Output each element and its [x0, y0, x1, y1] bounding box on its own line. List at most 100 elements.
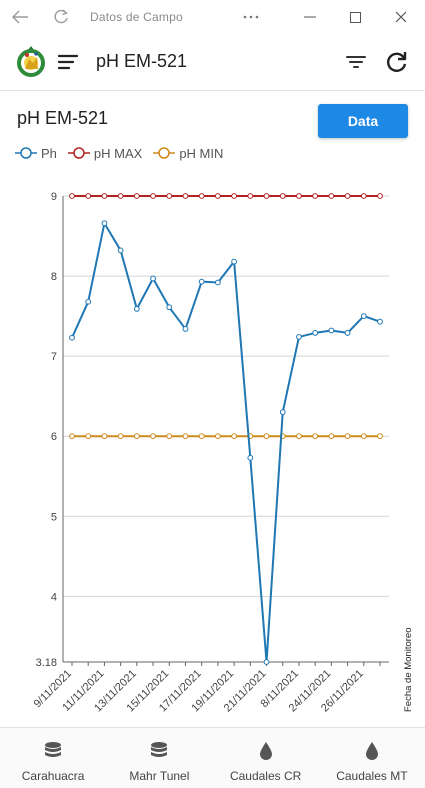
nav-item-carahuacra[interactable]: Carahuacra	[0, 728, 106, 788]
data-point	[296, 433, 302, 440]
data-point	[166, 193, 173, 199]
legend-swatch	[15, 147, 37, 159]
data-point	[377, 433, 383, 440]
y-tick-label: 6	[51, 431, 57, 443]
data-point	[69, 334, 75, 341]
legend-label: pH MAX	[93, 145, 143, 161]
legend-swatch	[153, 147, 176, 159]
nav-label: Caudales MT	[336, 769, 408, 783]
nav-item-caudales-cr[interactable]: Caudales CR	[213, 728, 319, 788]
legend-label: Ph	[41, 145, 57, 161]
window-titlebar: Datos de Campo	[0, 0, 425, 34]
data-point	[85, 193, 92, 199]
window-title: Datos de Campo	[90, 10, 183, 24]
data-point	[377, 318, 383, 325]
data-point	[214, 433, 221, 440]
data-point	[312, 193, 319, 199]
back-arrow-icon[interactable]	[8, 6, 32, 28]
nav-item-mahr-tunel[interactable]: Mahr Tunel	[106, 728, 212, 788]
data-point	[344, 193, 351, 199]
x-axis-title: Fecha de Monitoreo	[403, 628, 414, 713]
minimize-icon[interactable]	[298, 6, 322, 28]
more-horizontal-icon[interactable]	[239, 6, 263, 28]
data-point	[247, 454, 254, 461]
data-point	[231, 433, 238, 440]
bottom-navigation: Carahuacra Mahr Tunel Caudales CR Caudal…	[0, 727, 425, 788]
water-drop-icon	[362, 741, 382, 761]
water-drop-icon	[256, 741, 276, 761]
data-point	[279, 193, 286, 199]
data-point	[101, 193, 108, 199]
data-point	[182, 193, 189, 199]
data-point	[198, 193, 205, 199]
data-point	[150, 433, 156, 440]
data-point	[360, 193, 367, 199]
data-point	[101, 220, 108, 227]
y-tick-label: 7	[51, 351, 57, 363]
data-point	[198, 433, 205, 440]
y-tick-label: 8	[51, 271, 57, 283]
refresh-icon[interactable]	[384, 49, 410, 75]
data-point	[296, 334, 302, 340]
data-point	[150, 193, 156, 199]
nav-label: Carahuacra	[21, 769, 85, 783]
legend-item[interactable]: pH MIN	[153, 146, 223, 161]
y-tick-label: 3.18	[36, 657, 57, 669]
data-point	[85, 298, 92, 305]
legend-label: pH MIN	[179, 145, 224, 161]
data-point	[328, 327, 335, 334]
legend-swatch	[67, 147, 90, 159]
y-tick-label: 5	[51, 511, 57, 523]
data-point	[150, 275, 156, 282]
data-point	[69, 433, 75, 440]
data-point	[85, 433, 92, 440]
nav-item-caudales-mt[interactable]: Caudales MT	[319, 728, 425, 788]
close-icon[interactable]	[389, 6, 413, 28]
data-point	[247, 193, 254, 199]
app-header: pH EM-521	[0, 34, 425, 90]
data-point	[182, 326, 189, 332]
data-point	[328, 433, 335, 440]
data-point	[344, 433, 351, 440]
legend-item[interactable]: pH MAX	[67, 145, 143, 161]
data-point	[166, 433, 173, 440]
database-icon	[149, 741, 169, 761]
nav-label: Mahr Tunel	[129, 769, 190, 783]
data-point	[133, 305, 140, 312]
filter-icon[interactable]	[344, 50, 368, 74]
data-point	[182, 433, 189, 440]
y-tick-label: 9	[51, 191, 57, 203]
app-title: pH EM-521	[96, 51, 188, 71]
data-point	[69, 193, 75, 199]
y-tick-label: 4	[51, 591, 57, 603]
data-point	[231, 193, 238, 199]
data-point	[214, 279, 221, 286]
reload-icon[interactable]	[49, 6, 73, 28]
data-point	[377, 193, 383, 199]
data-point	[166, 304, 173, 311]
data-point	[360, 433, 367, 440]
data-point	[312, 330, 319, 336]
database-icon	[43, 741, 63, 761]
data-point	[117, 193, 124, 199]
data-point	[133, 193, 140, 199]
data-point	[231, 258, 238, 265]
maximize-icon[interactable]	[343, 6, 367, 28]
data-point	[263, 193, 270, 199]
data-point	[360, 313, 367, 320]
header-divider	[0, 90, 425, 91]
data-point	[344, 330, 351, 336]
data-point	[117, 433, 124, 440]
data-point	[263, 433, 270, 440]
data-point	[198, 278, 205, 285]
page-title: pH EM-521	[17, 108, 109, 128]
legend-item[interactable]: Ph	[15, 146, 57, 161]
data-button[interactable]: Data	[318, 104, 408, 138]
data-point	[279, 409, 286, 416]
app-logo[interactable]	[16, 44, 46, 78]
hamburger-menu-icon[interactable]	[56, 51, 80, 73]
data-point	[214, 193, 221, 199]
data-point	[263, 659, 270, 665]
data-point	[296, 193, 302, 199]
chart-legend: Ph pH MAX pH MIN	[15, 144, 234, 162]
